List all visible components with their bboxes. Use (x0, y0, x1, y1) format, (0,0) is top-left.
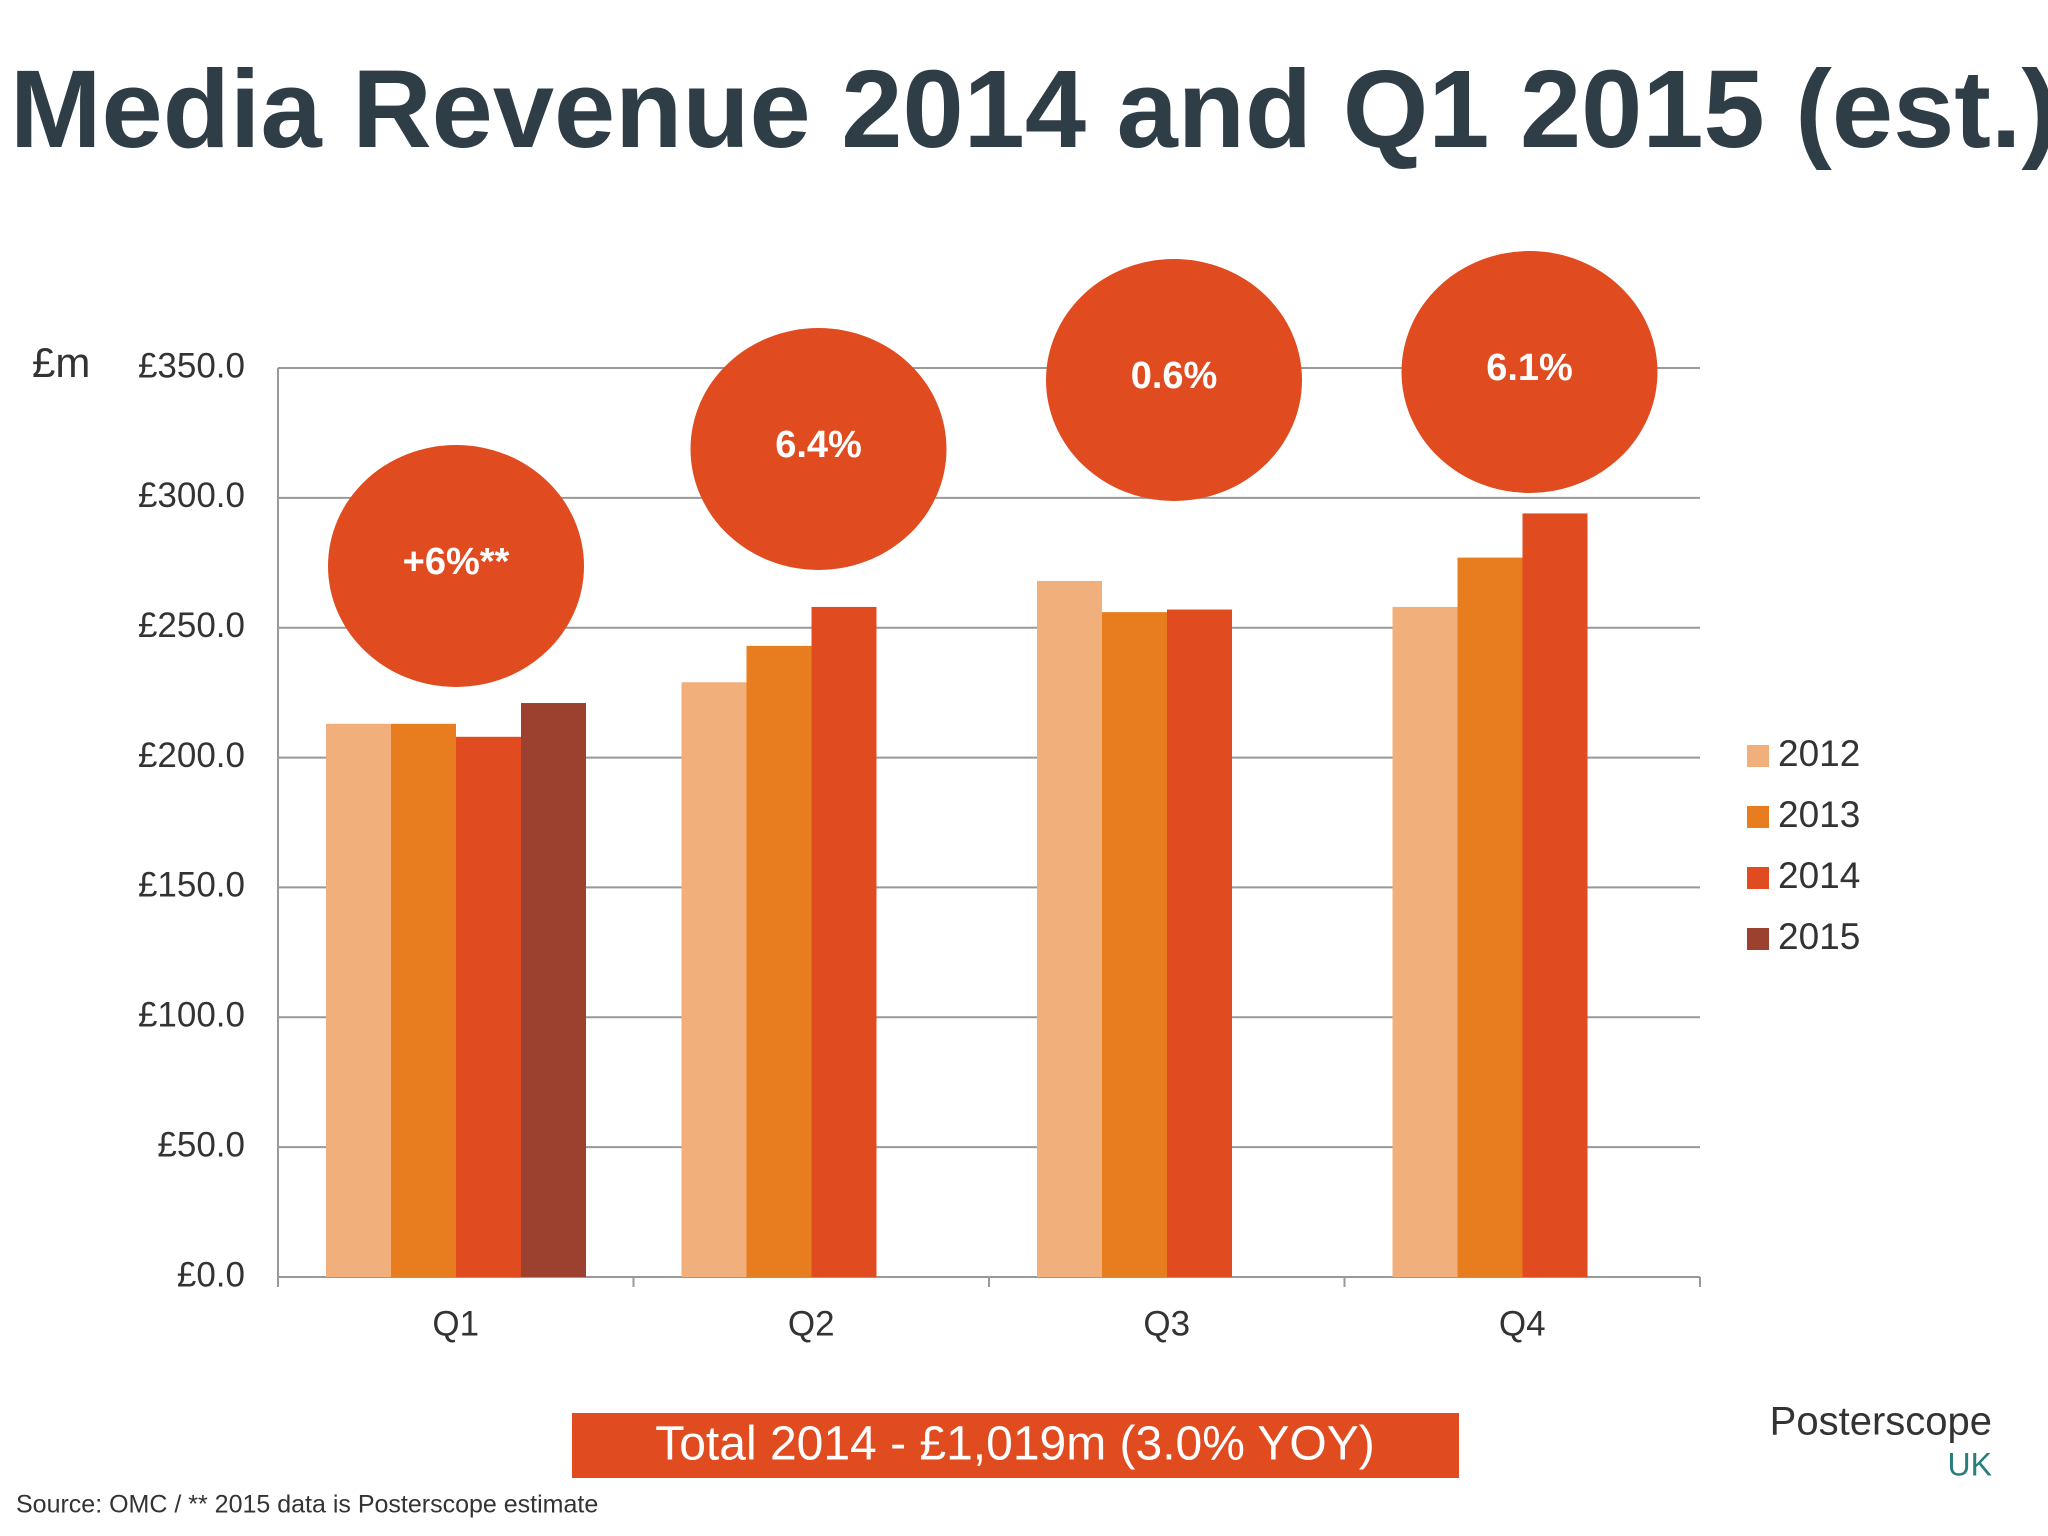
legend-swatch (1747, 867, 1769, 889)
legend-label: 2013 (1778, 794, 1860, 835)
legend-label: 2014 (1778, 855, 1860, 896)
x-tick-label: Q1 (432, 1304, 479, 1343)
bar (811, 606, 877, 1277)
logo-region: UK (1948, 1446, 1992, 1482)
annotation-bubble (690, 328, 947, 570)
bar (391, 723, 456, 1277)
logo: Posterscope (1770, 1400, 1992, 1444)
y-tick-label: £50.0 (157, 1125, 245, 1164)
annotation: 6.1% (1486, 347, 1573, 389)
x-tick-label: Q2 (788, 1304, 835, 1343)
y-axis-label: £m (32, 339, 90, 386)
bar (1037, 580, 1102, 1277)
y-tick-label: £350.0 (138, 346, 245, 385)
legend-swatch (1747, 928, 1769, 950)
y-tick-label: £250.0 (138, 606, 245, 645)
annotation-bubble (1046, 259, 1302, 501)
source: Source: OMC / ** 2015 data is Posterscop… (16, 1491, 598, 1519)
annotation: +6%** (403, 541, 510, 583)
legend-label: 2012 (1778, 733, 1860, 774)
annotation-bubble (328, 445, 584, 687)
total-banner-bg (572, 1413, 1459, 1478)
legend-swatch (1747, 806, 1769, 828)
bar (681, 682, 747, 1277)
bar (456, 736, 521, 1277)
bar (1102, 612, 1167, 1277)
chart-title: Media Revenue 2014 and Q1 2015 (est.) (10, 48, 2048, 171)
bar (521, 703, 586, 1277)
bar (326, 723, 391, 1277)
annotation: 0.6% (1131, 355, 1218, 397)
y-tick-label: £150.0 (138, 866, 245, 905)
y-tick-label: £300.0 (138, 476, 245, 515)
annotation: 6.4% (775, 424, 862, 466)
y-tick-label: £0.0 (177, 1255, 245, 1294)
legend-swatch (1747, 745, 1769, 767)
y-tick-label: £200.0 (138, 736, 245, 775)
bar (1392, 606, 1458, 1277)
bar (1457, 557, 1523, 1277)
annotation-bubble (1401, 251, 1658, 493)
x-tick-label: Q4 (1499, 1304, 1546, 1343)
total-banner: Total 2014 - £1,019m (3.0% YOY) (655, 1418, 1375, 1471)
bar (746, 645, 812, 1277)
bar (1522, 513, 1588, 1277)
bar (1167, 609, 1232, 1277)
y-tick-label: £100.0 (138, 996, 245, 1035)
legend-label: 2015 (1778, 916, 1860, 957)
x-tick-label: Q3 (1143, 1304, 1190, 1343)
